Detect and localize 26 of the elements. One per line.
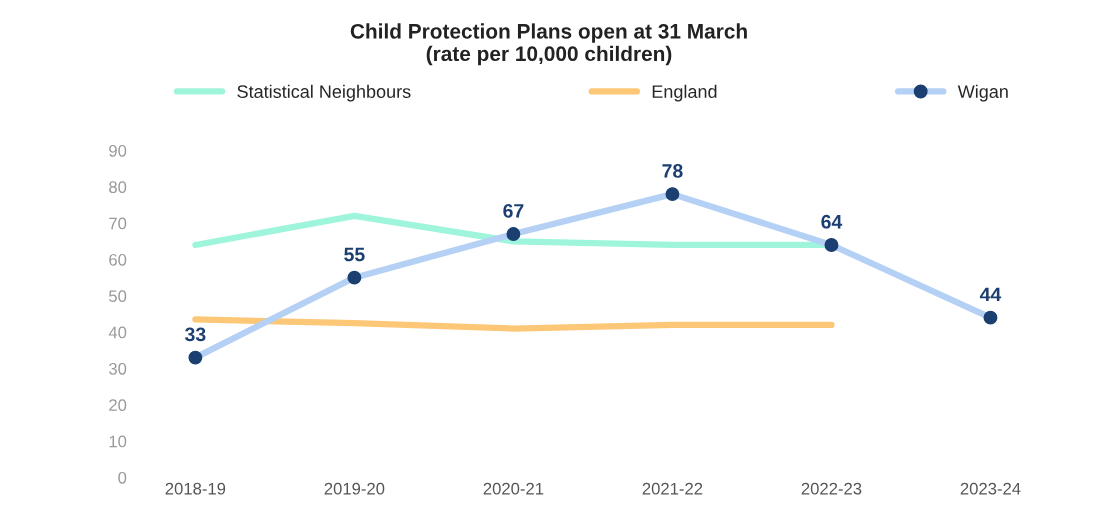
data-label: 55 bbox=[344, 247, 365, 262]
data-label: 44 bbox=[979, 287, 1002, 302]
x-tick-label: 2023-24 bbox=[960, 482, 1021, 495]
y-tick-label: 90 bbox=[109, 144, 127, 157]
y-tick-label: 50 bbox=[109, 290, 127, 303]
legend-label: Statistical Neighbours bbox=[237, 84, 411, 102]
x-tick-label: 2020-21 bbox=[483, 482, 544, 495]
y-tick-label: 70 bbox=[109, 217, 127, 230]
y-tick-label: 60 bbox=[109, 253, 127, 266]
data-label: 78 bbox=[662, 163, 683, 178]
x-tick-label: 2019-20 bbox=[324, 482, 385, 495]
chart-title: Child Protection Plans open at 31 March (rate per 10,000 children) bbox=[350, 23, 747, 66]
y-tick-label: 0 bbox=[118, 471, 127, 484]
legend-label: England bbox=[652, 84, 717, 102]
y-tick-label: 10 bbox=[109, 435, 127, 448]
y-tick-label: 20 bbox=[109, 399, 127, 412]
x-tick-label: 2018-19 bbox=[165, 482, 226, 495]
y-tick-label: 40 bbox=[108, 326, 127, 339]
legend-label: Wigan bbox=[957, 84, 1008, 102]
y-tick-label: 80 bbox=[109, 181, 127, 194]
x-tick-label: 2021-22 bbox=[642, 482, 703, 495]
x-tick-label: 2022-23 bbox=[801, 482, 862, 495]
data-label: 33 bbox=[185, 327, 206, 342]
data-label: 67 bbox=[503, 203, 524, 218]
y-tick-label: 30 bbox=[109, 362, 127, 375]
data-label: 64 bbox=[821, 214, 843, 229]
